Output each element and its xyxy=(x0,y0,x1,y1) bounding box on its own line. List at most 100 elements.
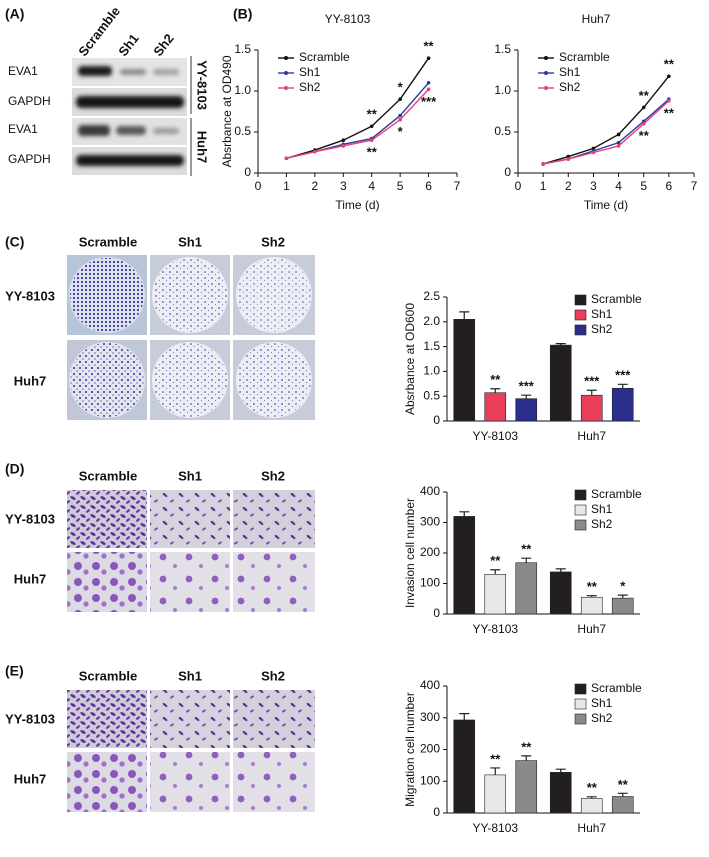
image-row: Huh7 xyxy=(14,771,47,786)
x-tick-label: 3 xyxy=(340,179,347,193)
marker xyxy=(641,122,646,126)
marker xyxy=(426,81,431,85)
error-bar xyxy=(459,311,470,320)
panel-label: (C) xyxy=(5,234,24,250)
legend-marker xyxy=(544,86,548,90)
y-tick-label: 1.5 xyxy=(234,42,251,56)
legend-label: Sh2 xyxy=(591,711,613,725)
x-tick-label: 2 xyxy=(312,179,319,193)
panel-label: (D) xyxy=(5,461,24,477)
image-row: Huh7 xyxy=(14,571,47,586)
line xyxy=(286,88,430,159)
marker xyxy=(369,138,374,142)
legend-label: Scramble xyxy=(591,487,642,501)
line xyxy=(286,57,430,159)
y-tick-label: 300 xyxy=(420,515,440,529)
marker xyxy=(566,157,571,161)
significance: *** xyxy=(584,374,600,389)
y-tick-label: 0.5 xyxy=(234,124,251,138)
error-bar xyxy=(521,557,532,563)
bar xyxy=(453,319,476,422)
y-tick-label: 0 xyxy=(433,606,440,620)
y-tick-label: 1.0 xyxy=(423,364,440,378)
marker xyxy=(426,56,431,60)
image-row: YY-8103 xyxy=(5,511,55,526)
legend-label: Sh1 xyxy=(591,502,613,516)
blot-column: Sh2 xyxy=(150,31,176,59)
bar xyxy=(453,719,476,814)
y-tick-label: 0 xyxy=(433,413,440,427)
bar xyxy=(484,774,507,814)
significance: * xyxy=(398,80,404,95)
line xyxy=(543,100,670,165)
line xyxy=(543,98,670,165)
chart-title: Huh7 xyxy=(582,12,611,26)
error-bar xyxy=(617,594,628,599)
invasion-images: Scramble Sh1 Sh2 YY-8103 Huh7 xyxy=(5,468,315,612)
legend-label: Sh1 xyxy=(591,307,613,321)
error-bar xyxy=(555,343,566,346)
error-bar xyxy=(617,792,628,797)
significance: ** xyxy=(490,553,501,568)
significance: *** xyxy=(421,94,437,109)
error-bar xyxy=(521,394,532,399)
marker xyxy=(667,74,671,79)
significance: ** xyxy=(664,105,675,120)
x-tick-label: Huh7 xyxy=(577,821,606,835)
panel-label: (A) xyxy=(5,6,24,22)
significance: ** xyxy=(639,128,650,143)
image-column: Sh1 xyxy=(178,468,202,483)
legend-label: Sh2 xyxy=(591,322,613,336)
band xyxy=(153,69,179,75)
x-tick-label: Huh7 xyxy=(577,622,606,636)
legend-label: Sh2 xyxy=(559,80,581,94)
legend-swatch xyxy=(574,519,587,531)
marker xyxy=(591,150,596,155)
marker xyxy=(369,124,374,129)
significance: ** xyxy=(367,145,378,160)
y-tick-label: 0 xyxy=(504,165,511,179)
significance: *** xyxy=(615,368,631,383)
significance: ** xyxy=(587,780,598,795)
marker xyxy=(591,146,596,151)
legend-swatch xyxy=(574,324,587,336)
legend-swatch xyxy=(574,698,587,710)
panel-label: (E) xyxy=(5,663,24,679)
band xyxy=(78,125,110,136)
cell-line: YY-8103 xyxy=(195,60,210,110)
bar xyxy=(611,387,634,422)
marker xyxy=(284,156,289,161)
image-row: Huh7 xyxy=(14,373,47,388)
y-tick-label: 200 xyxy=(420,742,440,756)
bar xyxy=(515,398,538,422)
marker xyxy=(398,117,402,122)
legend-label: Sh1 xyxy=(299,65,321,79)
legend-label: Scramble xyxy=(299,50,350,64)
significance: ** xyxy=(521,542,532,557)
x-tick-label: 6 xyxy=(425,179,432,193)
error-bar xyxy=(490,767,501,775)
bar xyxy=(515,562,538,615)
error-bar xyxy=(490,388,501,393)
marker xyxy=(541,162,545,166)
band xyxy=(153,128,179,134)
legend-label: Sh2 xyxy=(591,517,613,531)
y-tick-label: 1.5 xyxy=(423,339,440,353)
y-tick-label: 0.5 xyxy=(494,124,511,138)
x-tick-label: YY-8103 xyxy=(472,821,518,835)
error-bar xyxy=(555,568,566,572)
x-tick-label: 2 xyxy=(565,179,572,193)
legend-marker xyxy=(284,86,288,90)
y-tick-label: 1.0 xyxy=(234,83,251,97)
marker xyxy=(426,87,431,92)
blot-row: GAPDH xyxy=(8,94,51,108)
image-column: Sh1 xyxy=(178,234,202,249)
error-bar xyxy=(586,796,597,799)
legend-label: Scramble xyxy=(559,50,610,64)
error-bar xyxy=(586,389,597,396)
y-tick-label: 0.5 xyxy=(423,388,440,402)
x-tick-label: 0 xyxy=(255,179,262,193)
y-tick-label: 300 xyxy=(420,710,440,724)
image-column: Sh2 xyxy=(261,668,285,683)
legend-marker xyxy=(284,56,288,60)
